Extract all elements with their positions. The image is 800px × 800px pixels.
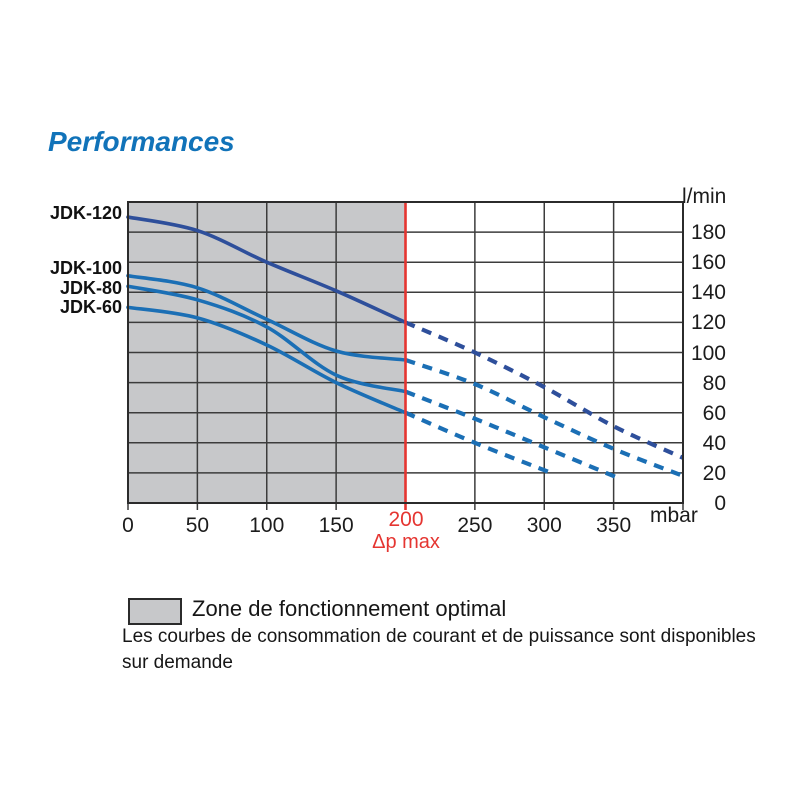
dp-max-caption: Δp max (372, 531, 440, 553)
x-tick-label-100: 100 (249, 514, 285, 537)
chart-border (127, 201, 684, 504)
page-title: Performances (48, 126, 235, 157)
y-tick-label-0: 0 (714, 492, 726, 515)
series-label-jdk-60: JDK-60 (59, 297, 122, 317)
x-tick-label-50: 50 (185, 514, 210, 537)
curve-jdk-80-solid (126, 284, 408, 394)
y-tick-label-160: 160 (690, 251, 726, 275)
curve-jdk-60-dashed (404, 410, 552, 475)
y-tick-label-180: 180 (690, 221, 726, 245)
performance-chart (126, 201, 684, 510)
y-tick-label-100: 100 (690, 341, 726, 365)
series-label-jdk-80: JDK-80 (59, 278, 122, 298)
curve-jdk-120-solid (126, 215, 408, 325)
x-axis-unit-label: mbar (650, 504, 698, 527)
dp-max-tick-label: 200 (388, 508, 424, 531)
x-tick-label-350: 350 (596, 514, 632, 537)
y-tick-label-20: 20 (702, 461, 726, 485)
note-text-line2: sur demande (122, 652, 233, 673)
y-tick-label-140: 140 (690, 281, 726, 305)
note-text-line1: Les courbes de consommation de courant e… (122, 626, 756, 647)
x-tick-label-0: 0 (122, 514, 134, 537)
curve-jdk-100-dashed (404, 358, 684, 478)
y-tick-label-120: 120 (690, 311, 726, 335)
x-tick-label-250: 250 (457, 514, 493, 537)
legend-zone-swatch (128, 598, 182, 625)
curve-jdk-60-solid (126, 305, 408, 415)
y-tick-label-80: 80 (702, 371, 726, 395)
series-label-jdk-100: JDK-100 (49, 258, 122, 278)
curve-jdk-100-solid (126, 273, 408, 362)
curve-jdk-120-dashed (404, 320, 684, 460)
y-tick-label-40: 40 (702, 431, 726, 455)
curve-jdk-80-dashed (404, 389, 622, 481)
x-tick-label-300: 300 (526, 514, 562, 537)
x-tick-label-150: 150 (318, 514, 354, 537)
legend-zone-label: Zone de fonctionnement optimal (192, 596, 507, 621)
series-label-jdk-120: JDK-120 (49, 203, 122, 223)
y-axis-unit-label: l/min (682, 185, 727, 208)
y-tick-label-60: 60 (702, 401, 726, 425)
